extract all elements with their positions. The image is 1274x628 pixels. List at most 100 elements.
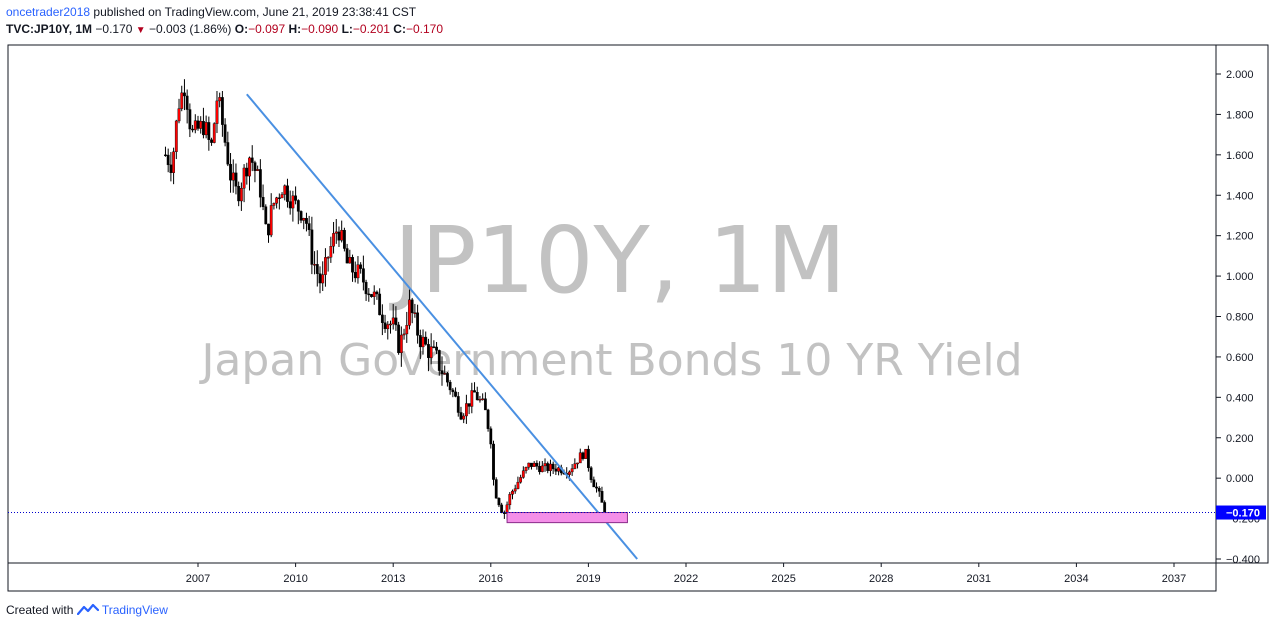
candle-down <box>502 512 506 514</box>
candle-up <box>372 291 376 297</box>
candle-up <box>332 233 335 247</box>
close-value: −0.170 <box>405 22 443 36</box>
y-tick-label: 1.800 <box>1226 109 1254 121</box>
candle-up <box>340 229 344 241</box>
candle-up <box>421 336 425 348</box>
candle-down <box>592 479 596 488</box>
x-tick-label: 2019 <box>576 573 600 585</box>
symbol-watermark: JP10Y, 1M Japan Government Bonds 10 YR Y… <box>198 207 1022 386</box>
candle-up <box>242 167 246 189</box>
x-tick-label: 2013 <box>381 573 405 585</box>
candle-down <box>538 466 542 473</box>
candle-up <box>443 373 447 375</box>
candle-up <box>275 197 279 204</box>
candle-down <box>345 248 349 264</box>
candle-up <box>231 172 235 181</box>
candle-down <box>500 504 504 513</box>
candle-down <box>250 157 254 163</box>
support-zone <box>506 512 628 524</box>
x-tick-label: 2028 <box>869 573 893 585</box>
candle-up <box>524 467 528 471</box>
high-value: −0.090 <box>301 22 339 36</box>
candle-down <box>253 162 257 171</box>
y-tick-label: 1.600 <box>1226 150 1254 162</box>
candle-up <box>508 494 512 506</box>
candle-down <box>416 312 419 336</box>
candle-up <box>391 317 395 325</box>
candle-down <box>188 109 192 130</box>
candle-down <box>237 186 241 202</box>
candle-up <box>204 122 208 136</box>
x-axis-ticks: 2007 2010 2013 2016 2019 2022 2025 2028 2031 2034… <box>186 563 1186 585</box>
candle-down <box>288 201 292 209</box>
candle-up <box>568 471 571 475</box>
candle-up <box>413 312 417 314</box>
candle-down <box>223 124 227 143</box>
candle-down <box>492 443 495 480</box>
candle-up <box>478 399 482 401</box>
x-tick-label: 2037 <box>1162 573 1186 585</box>
candle-down <box>424 336 428 345</box>
candle-down <box>229 163 232 181</box>
low-value: −0.201 <box>352 22 390 36</box>
last-value: −0.170 <box>95 22 133 36</box>
candle-down <box>497 497 501 506</box>
candle-up <box>549 463 552 471</box>
last-price-tag <box>1216 505 1266 520</box>
tradingview-link[interactable]: TradingView <box>101 603 168 617</box>
trendline <box>246 93 638 560</box>
candle-down <box>164 154 167 157</box>
x-tick-label: 2025 <box>771 573 795 585</box>
candle-up <box>329 246 333 258</box>
candle-down <box>437 350 441 371</box>
candle-down <box>456 396 460 413</box>
change-value: −0.003 (1.86%) <box>149 22 232 36</box>
candle-down <box>267 223 270 236</box>
candle-up <box>511 490 514 495</box>
candle-up <box>408 299 411 326</box>
candle-down <box>258 169 262 198</box>
candle-up <box>481 398 485 400</box>
candle-up <box>248 157 251 177</box>
candle-down <box>459 412 463 420</box>
candle-up <box>429 346 433 358</box>
y-tick-label: 1.200 <box>1226 231 1254 243</box>
y-tick-label: 0.600 <box>1226 352 1254 364</box>
tradingview-logo-icon <box>76 603 99 616</box>
candle-up <box>356 264 360 279</box>
candle-up <box>239 188 243 202</box>
candle-down <box>600 491 604 503</box>
price-axis[interactable] <box>1215 44 1269 564</box>
candle-up <box>576 462 579 465</box>
candle-up <box>465 403 468 417</box>
x-tick-label: 2031 <box>967 573 991 585</box>
candle-down <box>264 206 268 225</box>
candle-down <box>299 211 303 221</box>
candle-up <box>543 463 547 467</box>
candle-up <box>516 481 520 489</box>
candle-up <box>334 231 338 234</box>
candle-up <box>462 415 466 420</box>
created-with-label: Created with <box>6 603 74 617</box>
candle-down <box>454 391 457 397</box>
candle-down <box>494 479 498 499</box>
candle-up <box>326 257 330 259</box>
candle-down <box>337 231 341 241</box>
candle-down <box>294 195 297 201</box>
last-price-label: −0.170 <box>1226 508 1260 520</box>
y-tick-label: 0.000 <box>1226 473 1254 485</box>
candle-down <box>378 293 382 316</box>
candle-down <box>394 317 398 326</box>
time-axis[interactable] <box>7 562 1217 592</box>
candle-down <box>446 373 449 383</box>
candle-up <box>399 334 403 354</box>
candle-down <box>418 335 422 348</box>
author-link[interactable]: oncetrader2018 <box>6 5 91 19</box>
candle-up <box>321 274 325 284</box>
candle-down <box>202 121 205 136</box>
candle-down <box>483 398 487 411</box>
candle-down <box>367 293 371 296</box>
candle-up <box>172 151 175 173</box>
candle-down <box>581 452 585 459</box>
